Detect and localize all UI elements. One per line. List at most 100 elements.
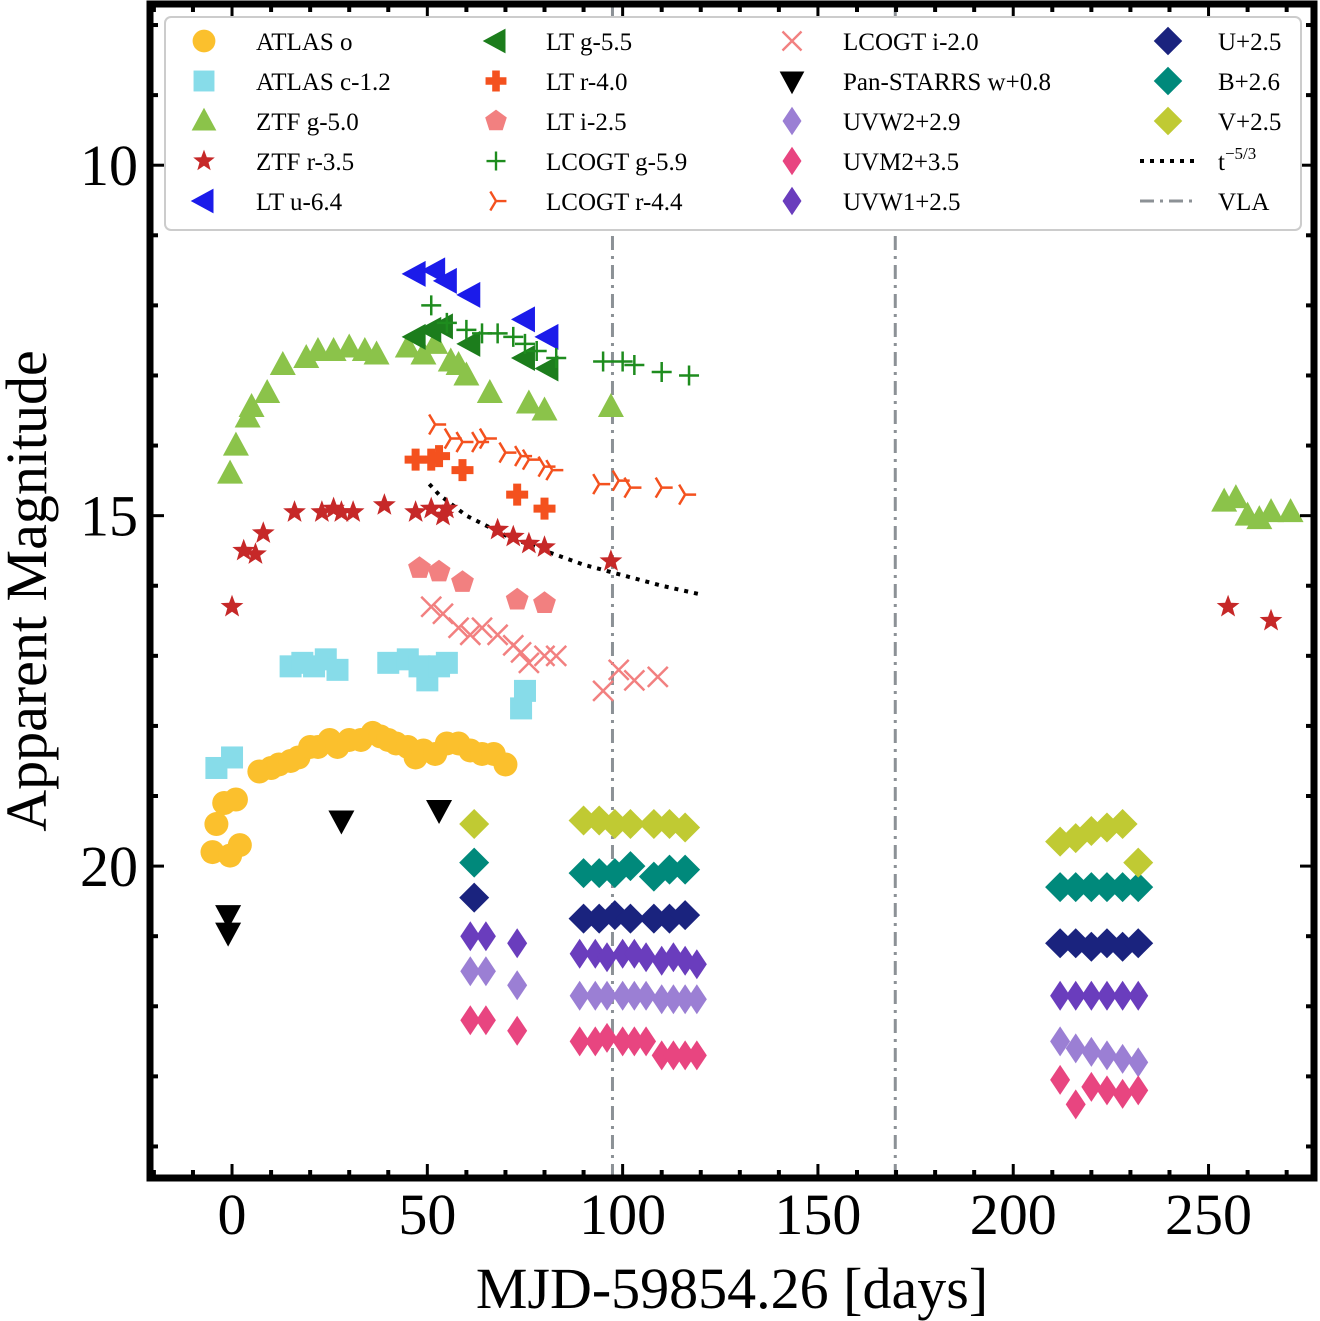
- data-point: [534, 355, 559, 382]
- data-point: [394, 333, 421, 358]
- data-point: [310, 500, 334, 522]
- data-point: [636, 942, 657, 973]
- data-point: [456, 330, 481, 357]
- data-point: [686, 949, 707, 980]
- legend-label: V+2.5: [1218, 109, 1281, 136]
- legend-label: LCOGT g-5.9: [546, 149, 687, 176]
- data-point: [1065, 1033, 1086, 1064]
- data-point: [435, 496, 459, 519]
- data-point: [215, 922, 242, 947]
- data-point: [597, 942, 618, 973]
- data-point: [518, 651, 540, 674]
- data-point: [593, 351, 614, 372]
- data-point: [1045, 928, 1076, 959]
- x-tick-label: 50: [398, 1182, 456, 1247]
- x-axis-label: MJD-59854.26 [days]: [476, 1256, 988, 1321]
- data-point: [471, 616, 493, 639]
- data-point: [1112, 1078, 1133, 1109]
- data-point: [585, 980, 606, 1011]
- fit-line-group: [427, 482, 701, 597]
- data-point: [222, 431, 249, 456]
- y-axis-label: Apparent Magnitude: [0, 350, 59, 832]
- data-point: [1096, 980, 1117, 1011]
- data-point: [513, 679, 536, 702]
- legend-marker: [486, 151, 506, 171]
- data-point: [293, 343, 320, 368]
- data-point: [1107, 809, 1138, 840]
- data-point: [501, 524, 525, 547]
- data-point: [408, 556, 431, 578]
- legend-marker: [192, 29, 216, 53]
- data-point: [517, 531, 541, 554]
- data-point: [569, 938, 590, 969]
- data-point: [568, 858, 599, 889]
- data-point: [1045, 872, 1076, 903]
- data-point: [432, 267, 457, 294]
- data-point: [612, 980, 633, 1011]
- legend-marker: [1153, 66, 1183, 96]
- legend-label: ZTF g-5.0: [256, 109, 359, 136]
- data-point: [1216, 594, 1240, 617]
- data-point: [341, 500, 365, 522]
- legend-marker: [482, 28, 506, 54]
- data-point: [435, 651, 458, 674]
- data-point: [426, 800, 453, 825]
- data-point: [217, 459, 244, 484]
- data-point: [1123, 847, 1154, 878]
- data-point: [1050, 1064, 1071, 1095]
- data-point: [221, 746, 244, 769]
- data-point: [670, 900, 701, 931]
- data-point: [1081, 1036, 1102, 1067]
- data-point: [1060, 872, 1091, 903]
- data-point: [447, 616, 470, 639]
- data-point: [651, 361, 672, 382]
- legend-label: ATLAS c-1.2: [256, 69, 391, 96]
- data-point: [456, 281, 481, 308]
- data-point: [419, 496, 443, 519]
- data-point: [636, 1026, 657, 1057]
- data-point: [651, 984, 672, 1015]
- data-point: [238, 393, 265, 418]
- legend-marker: [485, 70, 507, 92]
- legend-marker: [489, 190, 507, 212]
- data-point: [612, 938, 633, 969]
- data-point: [328, 810, 355, 835]
- data-point: [220, 594, 244, 617]
- data-point: [459, 809, 490, 840]
- x-tick-label: 0: [218, 1182, 247, 1247]
- data-point: [545, 644, 568, 667]
- data-point: [232, 538, 256, 561]
- data-point: [505, 587, 529, 610]
- data-point: [545, 459, 564, 481]
- data-point: [363, 340, 390, 365]
- plot-frame: [146, 0, 1318, 1182]
- data-point: [612, 351, 633, 372]
- data-point: [1076, 872, 1107, 903]
- data-point: [568, 903, 599, 934]
- data-point: [404, 448, 427, 471]
- data-point: [401, 260, 426, 287]
- legend-marker: [193, 70, 215, 92]
- data-point: [569, 1026, 590, 1057]
- data-point: [534, 323, 559, 350]
- data-point: [459, 882, 490, 913]
- legend-label: LCOGT r-4.4: [546, 189, 683, 216]
- data-point: [1050, 1026, 1071, 1057]
- y-tick-label: 10: [80, 133, 138, 198]
- data-point: [651, 1040, 672, 1071]
- data-point: [336, 333, 363, 358]
- data-point: [623, 669, 646, 692]
- data-point: [428, 413, 447, 436]
- data-point: [322, 496, 345, 519]
- data-point: [330, 500, 353, 522]
- data-point: [531, 396, 558, 421]
- data-point: [506, 483, 529, 506]
- data-point: [377, 651, 400, 674]
- data-point: [638, 809, 669, 840]
- data-point: [1096, 1075, 1117, 1106]
- legend-label: UVM2+3.5: [843, 149, 959, 176]
- data-point: [599, 809, 630, 840]
- y-tick-label: 20: [80, 834, 138, 899]
- data-point: [455, 431, 474, 453]
